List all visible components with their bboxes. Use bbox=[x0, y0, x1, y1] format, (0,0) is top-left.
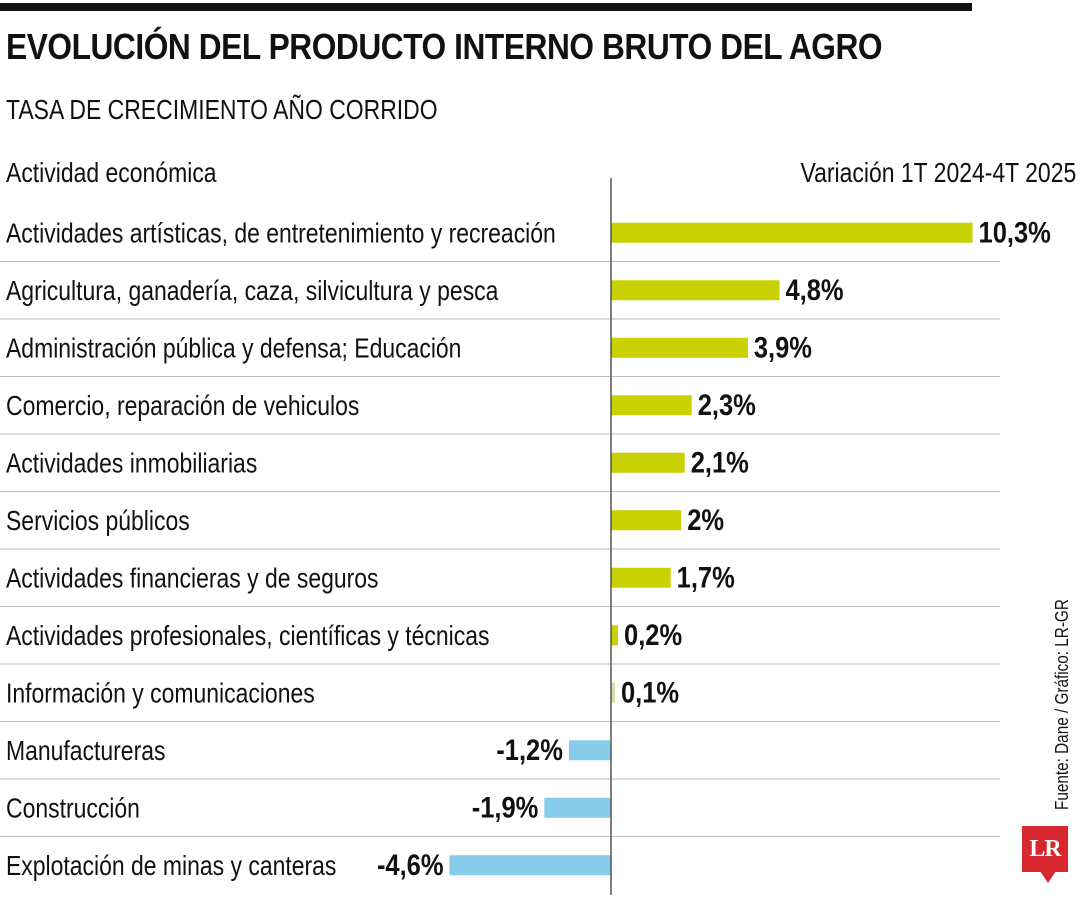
value-label: 2% bbox=[687, 503, 724, 536]
logo-text: LR bbox=[1029, 836, 1061, 862]
value-label: 3,9% bbox=[754, 331, 812, 364]
category-label: Servicios públicos bbox=[6, 506, 190, 537]
bar bbox=[611, 625, 619, 646]
source-credit: Fuente: Dane / Gráfico: LR-GR bbox=[1052, 599, 1072, 810]
value-label: 1,7% bbox=[677, 561, 735, 594]
logo-tail bbox=[1040, 871, 1056, 883]
category-label: Manufactureras bbox=[6, 736, 165, 767]
lr-logo: LR bbox=[1022, 826, 1068, 872]
value-label: 2,3% bbox=[698, 388, 756, 421]
bar bbox=[611, 452, 685, 473]
column-header-variation: Variación 1T 2024-4T 2025 bbox=[800, 157, 1076, 188]
bar bbox=[611, 682, 615, 703]
category-label: Comercio, reparación de vehiculos bbox=[6, 391, 359, 422]
category-label: Actividades inmobiliarias bbox=[6, 449, 257, 480]
bar bbox=[611, 395, 692, 416]
category-label: Construcción bbox=[6, 794, 140, 825]
bar bbox=[611, 567, 671, 588]
chart-subtitle: TASA DE CRECIMIENTO AÑO CORRIDO bbox=[6, 94, 438, 125]
chart-title: EVOLUCIÓN DEL PRODUCTO INTERNO BRUTO DEL… bbox=[6, 26, 883, 67]
bar bbox=[611, 280, 780, 301]
value-label: 0,2% bbox=[624, 618, 682, 651]
bar bbox=[611, 222, 973, 243]
category-label: Agricultura, ganadería, caza, silvicultu… bbox=[6, 276, 499, 307]
bar bbox=[568, 740, 611, 761]
value-label: -1,2% bbox=[496, 733, 563, 766]
value-label: 2,1% bbox=[691, 446, 749, 479]
bar bbox=[611, 510, 682, 531]
category-label: Administración pública y defensa; Educac… bbox=[6, 334, 461, 365]
category-label: Actividades profesionales, científicas y… bbox=[6, 621, 489, 652]
value-label: -1,9% bbox=[472, 791, 539, 824]
category-label: Actividades artísticas, de entretenimien… bbox=[6, 219, 556, 250]
category-label: Actividades financieras y de seguros bbox=[6, 564, 379, 595]
category-label: Información y comunicaciones bbox=[6, 679, 315, 710]
bar bbox=[544, 797, 611, 818]
bar bbox=[611, 337, 748, 358]
value-label: -4,6% bbox=[377, 848, 444, 881]
value-label: 0,1% bbox=[621, 676, 679, 709]
column-header-activity: Actividad económica bbox=[6, 157, 217, 188]
bar bbox=[449, 855, 611, 876]
value-label: 10,3% bbox=[979, 216, 1052, 249]
top-rule bbox=[0, 3, 972, 11]
value-label: 4,8% bbox=[785, 273, 843, 306]
category-label: Explotación de minas y canteras bbox=[6, 851, 336, 882]
